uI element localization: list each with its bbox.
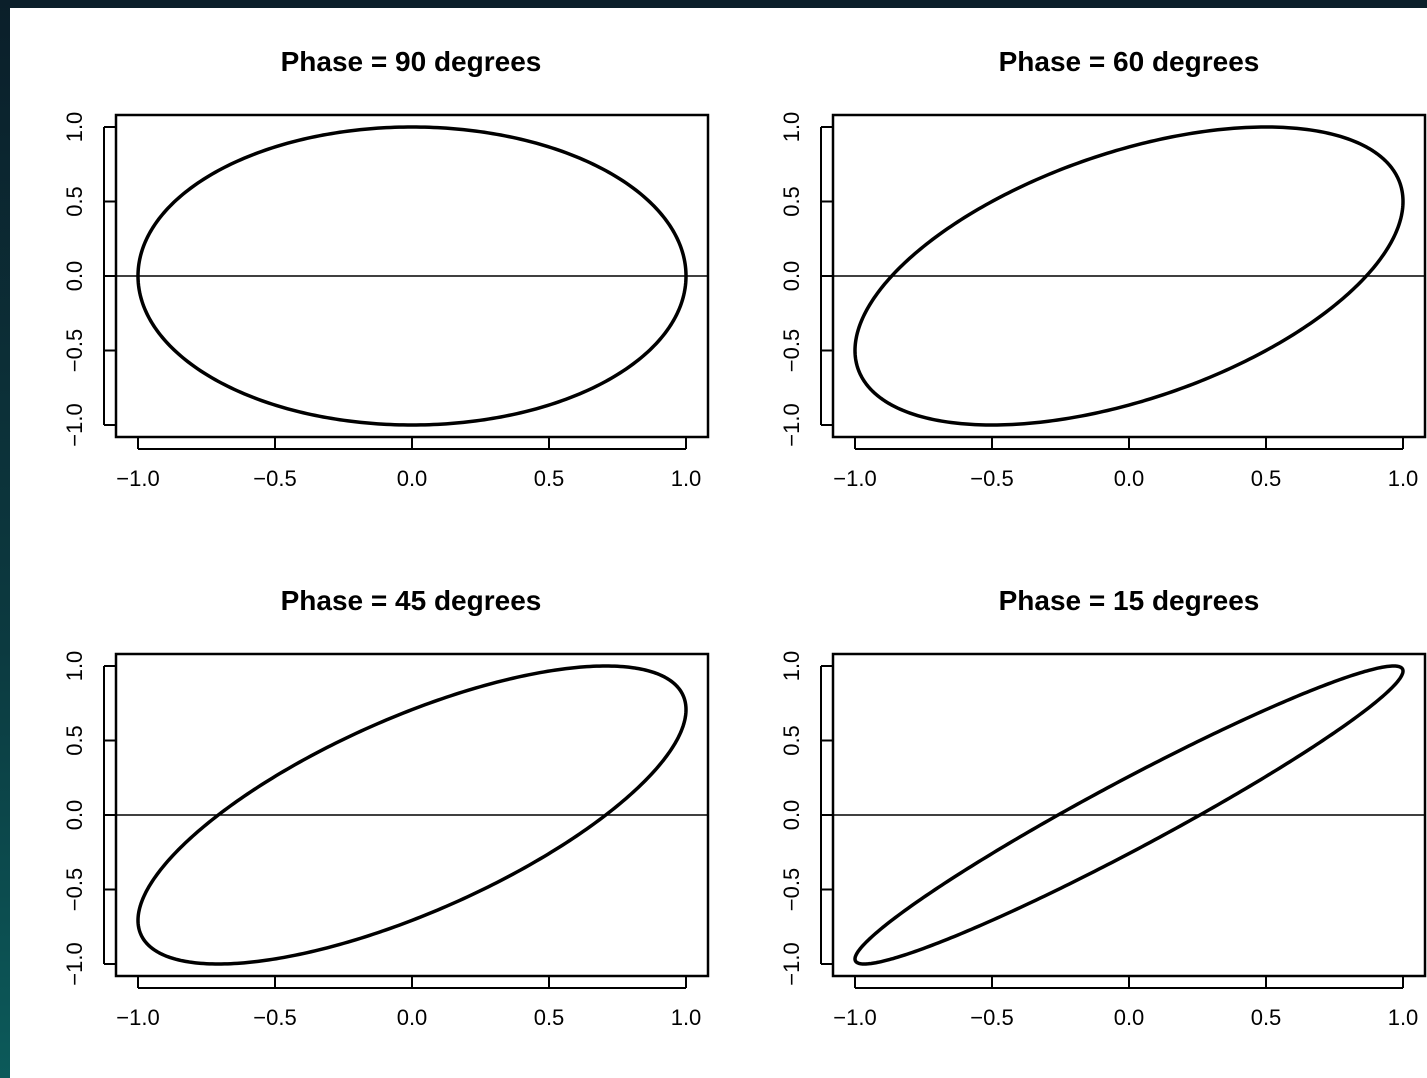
x-tick-label: 1.0 (671, 466, 702, 491)
x-tick-label: 0.0 (397, 1005, 428, 1030)
figure-canvas: Phase = 90 degrees −1.0 −0.5 0.0 0.5 1.0 −1.0 −… (10, 8, 1427, 1078)
y-tick-label: −1.0 (779, 403, 804, 446)
x-tick-label: 0.0 (397, 466, 428, 491)
x-tick-label: 0.5 (1251, 1005, 1282, 1030)
x-tick-label: −1.0 (116, 1005, 159, 1030)
lissajous-curve (853, 125, 1405, 427)
x-tick-label: −0.5 (970, 1005, 1013, 1030)
x-tick-label: 0.5 (1251, 466, 1282, 491)
x-tick-label: 0.5 (534, 466, 565, 491)
y-tick-label: 1.0 (62, 112, 87, 143)
x-tick-label: −1.0 (833, 1005, 876, 1030)
y-tick-label: 0.5 (62, 186, 87, 217)
x-tick-label: −0.5 (253, 466, 296, 491)
y-tick-label: 1.0 (779, 651, 804, 682)
x-tick-label: 0.5 (534, 1005, 565, 1030)
y-tick-label: 0.0 (779, 261, 804, 292)
x-tick-label: −1.0 (833, 466, 876, 491)
x-tick-label: 1.0 (671, 1005, 702, 1030)
chart-svg: Phase = 90 degrees −1.0 −0.5 0.0 0.5 1.0 −1.0 −… (62, 46, 1427, 1030)
lissajous-curve (136, 125, 688, 427)
panel-title: Phase = 90 degrees (281, 46, 542, 77)
x-tick-label: 1.0 (1388, 466, 1419, 491)
y-tick-label: −1.0 (779, 942, 804, 985)
y-tick-label: −1.0 (62, 942, 87, 985)
x-tick-label: −1.0 (116, 466, 159, 491)
y-tick-label: 0.0 (62, 261, 87, 292)
y-tick-label: 0.0 (779, 800, 804, 831)
y-tick-label: 1.0 (62, 651, 87, 682)
y-tick-label: −0.5 (779, 329, 804, 372)
y-tick-label: 0.5 (779, 725, 804, 756)
y-tick-label: −0.5 (779, 868, 804, 911)
x-tick-label: −0.5 (253, 1005, 296, 1030)
lissajous-curve (136, 664, 688, 966)
y-tick-label: 0.5 (779, 186, 804, 217)
x-tick-label: 0.0 (1114, 466, 1145, 491)
y-tick-label: −1.0 (62, 403, 87, 446)
panel-title: Phase = 15 degrees (999, 585, 1260, 616)
x-tick-label: −0.5 (970, 466, 1013, 491)
x-tick-label: 0.0 (1114, 1005, 1145, 1030)
lissajous-curve (853, 664, 1405, 966)
y-tick-label: −0.5 (62, 329, 87, 372)
y-tick-label: 0.0 (62, 800, 87, 831)
panel-title: Phase = 60 degrees (999, 46, 1260, 77)
y-tick-label: −0.5 (62, 868, 87, 911)
panel-title: Phase = 45 degrees (281, 585, 542, 616)
y-tick-label: 0.5 (62, 725, 87, 756)
y-tick-label: 1.0 (779, 112, 804, 143)
x-tick-label: 1.0 (1388, 1005, 1419, 1030)
